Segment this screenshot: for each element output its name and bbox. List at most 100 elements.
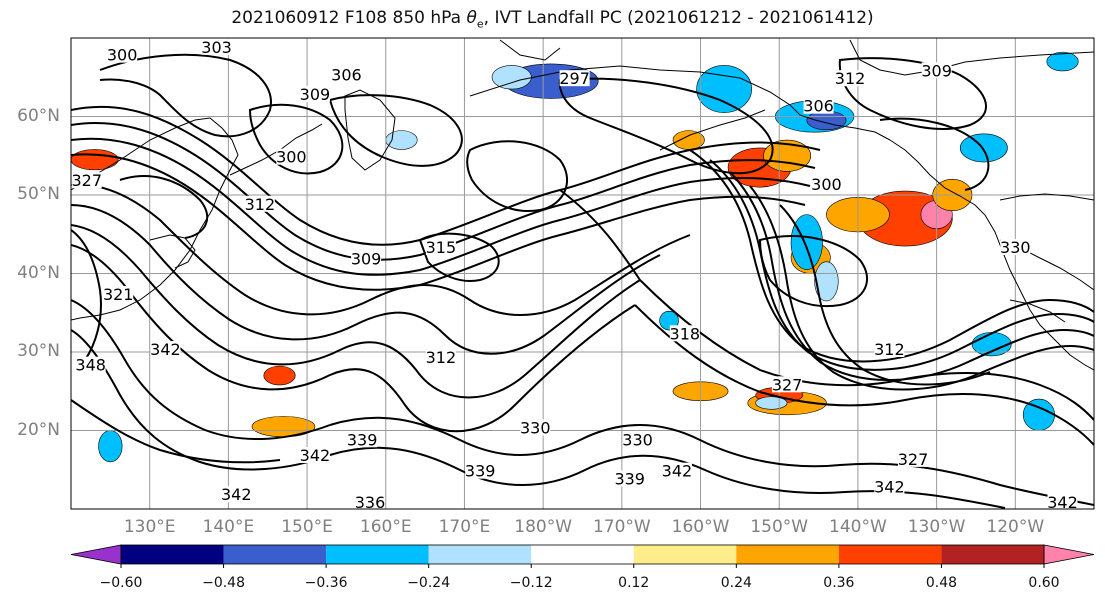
colorbar-tick-label: 0.36	[823, 575, 855, 591]
contour-label-background	[103, 286, 134, 303]
contour-label-background	[811, 176, 842, 193]
contour-label-background	[425, 238, 456, 255]
ivt-shaded-region	[814, 261, 839, 302]
contour-label-background	[299, 446, 330, 463]
colorbar-cell	[736, 545, 839, 564]
contour-label: 321	[103, 285, 134, 304]
colorbar-tick-label: −0.60	[99, 575, 143, 591]
contour-label-background	[874, 478, 905, 495]
contour-label: 309	[921, 61, 952, 80]
colorbar-cell	[326, 545, 429, 564]
contour-label-background	[622, 431, 653, 448]
colorbar-cell	[633, 545, 737, 564]
map-frame	[70, 37, 1095, 510]
contour-label: 300	[811, 175, 842, 194]
latitude-tick-label: 50°N	[17, 184, 60, 204]
colorbar-extend-low	[70, 544, 122, 565]
colorbar-tick-label: −0.36	[304, 575, 348, 591]
contour-label: 327	[898, 450, 929, 469]
ivt-shaded-region	[790, 214, 823, 270]
contour-label: 312	[245, 195, 276, 214]
contour-label-background	[874, 341, 905, 357]
colorbar-cell	[531, 545, 634, 564]
contour-label-background	[661, 462, 692, 479]
colorbar-tick-label: 0.24	[720, 575, 752, 591]
contour-label-background	[355, 494, 386, 509]
contour-label: 306	[331, 65, 362, 84]
contour-label: 309	[300, 85, 331, 104]
contour-label: 342	[1047, 493, 1078, 512]
longitude-tick-label: 150°E	[281, 517, 333, 537]
contour-label-background	[347, 431, 378, 448]
map-title: 2021060912 F108 850 hPa θe, IVT Landfall…	[231, 8, 874, 31]
longitude-tick-label: 170°E	[438, 517, 491, 537]
colorbar-cell	[121, 545, 224, 564]
latitude-tick-label: 30°N	[17, 341, 60, 361]
contour-label-background	[107, 46, 138, 63]
colorbar-cell	[941, 545, 1044, 564]
contour-label-background	[276, 148, 307, 165]
contour-label-background	[299, 85, 330, 102]
contour-label-background	[921, 62, 952, 79]
contour-label-background	[520, 419, 551, 436]
contour-label: 339	[614, 470, 645, 489]
ivt-shaded-region	[491, 65, 532, 90]
contour-label: 312	[874, 340, 905, 359]
contour-label: 303	[201, 38, 232, 57]
latitude-tick-label: 60°N	[17, 105, 60, 126]
contour-label: 342	[874, 477, 905, 496]
contour-label: 339	[465, 462, 496, 481]
contour-label: 300	[107, 46, 138, 65]
contour-label-background	[803, 97, 834, 114]
colorbar-cell	[838, 545, 942, 564]
longitude-tick-label: 120°W	[986, 517, 1045, 537]
colorbar-tick-label: 0.12	[618, 575, 650, 591]
ivt-shaded-region	[1046, 51, 1079, 72]
contour-label: 339	[347, 430, 378, 449]
colorbar-tick-label: −0.12	[509, 575, 553, 591]
contour-label: 312	[426, 348, 457, 367]
longitude-tick-label: 160°W	[671, 517, 730, 537]
contour-label-background	[201, 38, 232, 55]
longitude-tick-label: 170°W	[592, 517, 651, 537]
contour-label-background	[669, 325, 700, 342]
latitude-tick-label: 40°N	[17, 262, 60, 283]
contour-label: 342	[300, 446, 331, 465]
contour-label: 342	[150, 340, 181, 359]
contour-label-background	[1000, 238, 1031, 255]
ivt-shaded-region	[959, 133, 1008, 163]
contour-label: 330	[622, 430, 653, 449]
longitude-tick-label: 140°W	[829, 517, 887, 537]
contour-label-background	[75, 356, 106, 373]
contour-label: 297	[559, 69, 590, 88]
longitude-tick-label: 160°E	[359, 517, 412, 537]
colorbar-tick-label: 0.48	[925, 575, 958, 591]
contour-label: 327	[71, 171, 102, 190]
colorbar-cell	[223, 545, 327, 564]
longitude-tick-label: 150°W	[750, 517, 809, 537]
contour-label-background	[71, 172, 102, 189]
contour-label-background	[772, 376, 803, 393]
colorbar	[70, 544, 1095, 568]
ivt-shaded-region	[263, 365, 296, 386]
contour-label: 342	[662, 462, 693, 481]
longitude-tick-label: 130°E	[123, 517, 176, 537]
colorbar-tick-label: −0.48	[202, 575, 245, 591]
contour-label: 348	[75, 356, 106, 375]
contour-label: 336	[355, 493, 386, 512]
latitude-tick-label: 20°N	[17, 419, 60, 440]
contour-label-background	[559, 70, 590, 87]
contour-label: 315	[426, 238, 457, 257]
contour-label-background	[835, 70, 866, 87]
colorbar-tick-label: 0.60	[1028, 575, 1060, 591]
colorbar-frame	[120, 544, 1045, 565]
contour-label-background	[150, 341, 181, 357]
contour-label-background	[425, 348, 456, 365]
theta-e-contours	[71, 53, 1094, 509]
ivt-shaded-region	[672, 130, 705, 150]
contour-label: 309	[351, 250, 382, 269]
contour-label-background	[244, 195, 275, 212]
contour-label: 327	[772, 375, 803, 394]
